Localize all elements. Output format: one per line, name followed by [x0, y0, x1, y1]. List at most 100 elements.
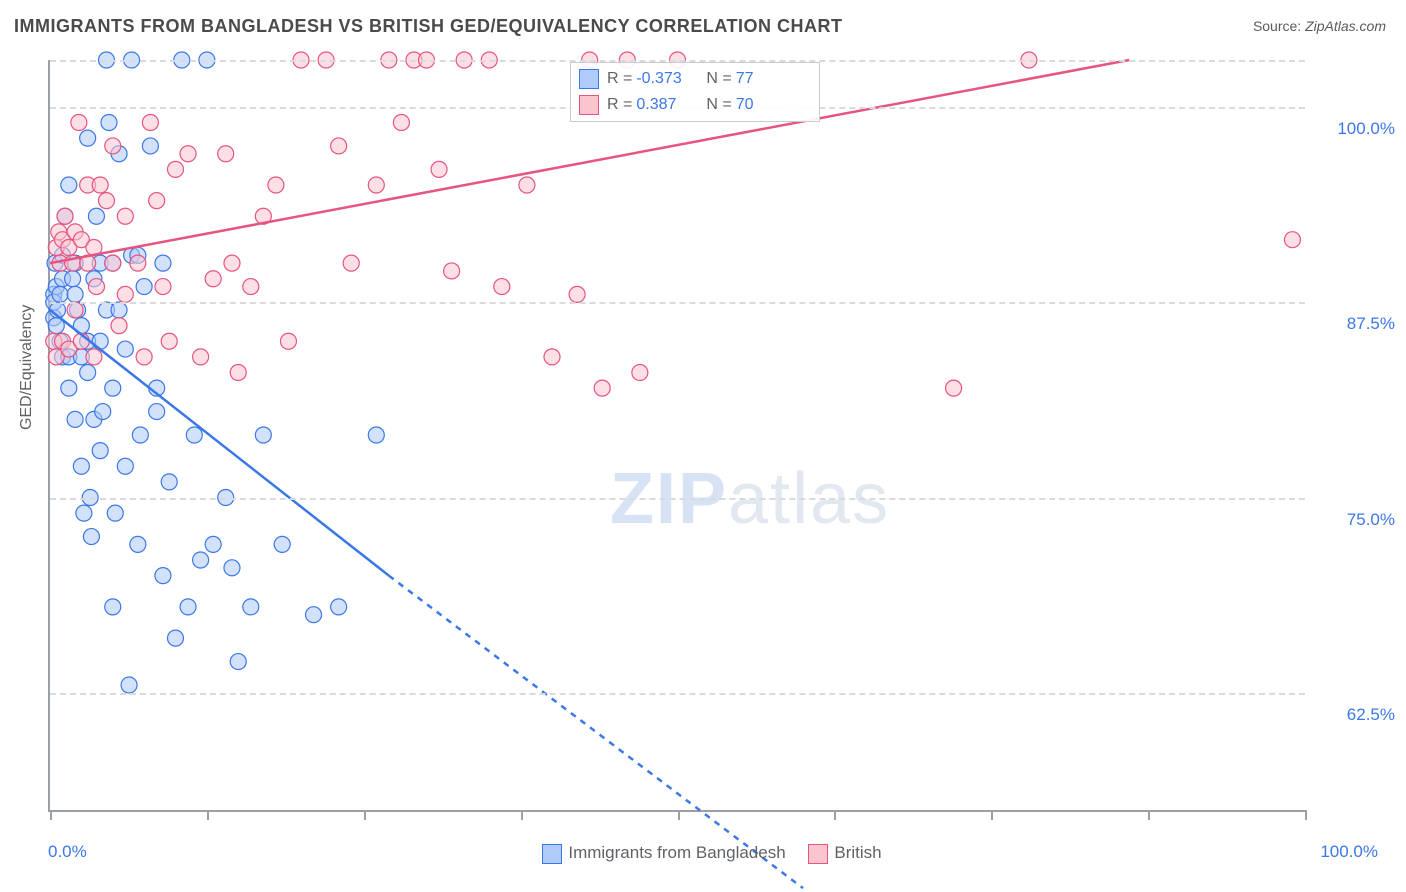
- point-british: [130, 255, 146, 271]
- point-british: [71, 115, 87, 131]
- point-bangladesh: [368, 427, 384, 443]
- point-british: [331, 138, 347, 154]
- x-tick: [364, 810, 366, 820]
- point-bangladesh: [80, 130, 96, 146]
- point-british: [193, 349, 209, 365]
- point-british: [57, 208, 73, 224]
- point-british: [136, 349, 152, 365]
- series-legend: Immigrants from Bangladesh British: [0, 843, 1406, 864]
- point-bangladesh: [117, 458, 133, 474]
- point-british: [243, 279, 259, 295]
- x-tick: [521, 810, 523, 820]
- n-label: N =: [706, 96, 731, 114]
- x-tick: [678, 810, 680, 820]
- gridline: [50, 302, 1305, 304]
- swatch-british: [808, 844, 828, 864]
- point-bangladesh: [73, 458, 89, 474]
- point-british: [142, 115, 158, 131]
- plot-area: ZIPatlas 62.5%75.0%87.5%100.0%: [48, 60, 1305, 812]
- point-bangladesh: [136, 279, 152, 295]
- point-british: [230, 365, 246, 381]
- point-bangladesh: [80, 365, 96, 381]
- point-british: [343, 255, 359, 271]
- x-tick: [1148, 810, 1150, 820]
- point-british: [368, 177, 384, 193]
- point-british: [946, 380, 962, 396]
- swatch-bangladesh: [542, 844, 562, 864]
- point-british: [431, 161, 447, 177]
- point-british: [180, 146, 196, 162]
- source-label: Source: ZipAtlas.com: [1253, 18, 1386, 34]
- point-bangladesh: [230, 654, 246, 670]
- x-tick: [991, 810, 993, 820]
- point-british: [155, 279, 171, 295]
- y-axis-label: GED/Equivalency: [18, 305, 36, 430]
- point-british: [117, 208, 133, 224]
- point-bangladesh: [67, 411, 83, 427]
- point-british: [444, 263, 460, 279]
- point-bangladesh: [168, 630, 184, 646]
- point-bangladesh: [186, 427, 202, 443]
- n-label: N =: [706, 70, 731, 88]
- swatch-british: [579, 95, 599, 115]
- point-bangladesh: [105, 380, 121, 396]
- gridline: [50, 498, 1305, 500]
- point-british: [149, 193, 165, 209]
- point-bangladesh: [76, 505, 92, 521]
- r-label: R =: [607, 96, 632, 114]
- point-bangladesh: [274, 536, 290, 552]
- y-tick-label: 87.5%: [1315, 314, 1395, 334]
- point-british: [111, 318, 127, 334]
- point-bangladesh: [88, 208, 104, 224]
- point-bangladesh: [331, 599, 347, 615]
- point-british: [98, 193, 114, 209]
- n-value-british: 70: [736, 96, 754, 114]
- point-bangladesh: [67, 286, 83, 302]
- point-british: [268, 177, 284, 193]
- source-name: ZipAtlas.com: [1305, 18, 1386, 34]
- gridline: [50, 693, 1305, 695]
- point-bangladesh: [105, 599, 121, 615]
- r-value-british: 0.387: [636, 96, 692, 114]
- point-bangladesh: [101, 115, 117, 131]
- point-bangladesh: [121, 677, 137, 693]
- point-bangladesh: [52, 286, 68, 302]
- point-bangladesh: [193, 552, 209, 568]
- point-bangladesh: [95, 404, 111, 420]
- chart-svg: [50, 60, 1305, 810]
- r-value-bangladesh: -0.373: [636, 70, 692, 88]
- point-bangladesh: [83, 529, 99, 545]
- point-british: [280, 333, 296, 349]
- point-bangladesh: [180, 599, 196, 615]
- point-british: [105, 138, 121, 154]
- y-tick-label: 75.0%: [1315, 510, 1395, 530]
- point-bangladesh: [306, 607, 322, 623]
- r-label: R =: [607, 70, 632, 88]
- swatch-bangladesh: [579, 69, 599, 89]
- x-tick: [1305, 810, 1307, 820]
- point-bangladesh: [92, 333, 108, 349]
- point-bangladesh: [205, 536, 221, 552]
- point-british: [594, 380, 610, 396]
- y-tick-label: 100.0%: [1315, 119, 1395, 139]
- point-british: [161, 333, 177, 349]
- trendline-bangladesh: [389, 576, 803, 889]
- point-british: [519, 177, 535, 193]
- stats-legend: R = -0.373 N = 77 R = 0.387 N = 70: [570, 62, 820, 122]
- point-bangladesh: [155, 255, 171, 271]
- x-tick: [834, 810, 836, 820]
- point-british: [224, 255, 240, 271]
- point-british: [218, 146, 234, 162]
- point-bangladesh: [149, 404, 165, 420]
- y-tick-label: 62.5%: [1315, 705, 1395, 725]
- x-tick: [50, 810, 52, 820]
- legend-row-bangladesh: R = -0.373 N = 77: [579, 66, 811, 92]
- legend-row-british: R = 0.387 N = 70: [579, 92, 811, 118]
- point-bangladesh: [155, 568, 171, 584]
- point-bangladesh: [243, 599, 259, 615]
- point-bangladesh: [61, 380, 77, 396]
- series-label-british: British: [834, 843, 881, 862]
- x-tick: [207, 810, 209, 820]
- point-bangladesh: [65, 271, 81, 287]
- point-bangladesh: [92, 443, 108, 459]
